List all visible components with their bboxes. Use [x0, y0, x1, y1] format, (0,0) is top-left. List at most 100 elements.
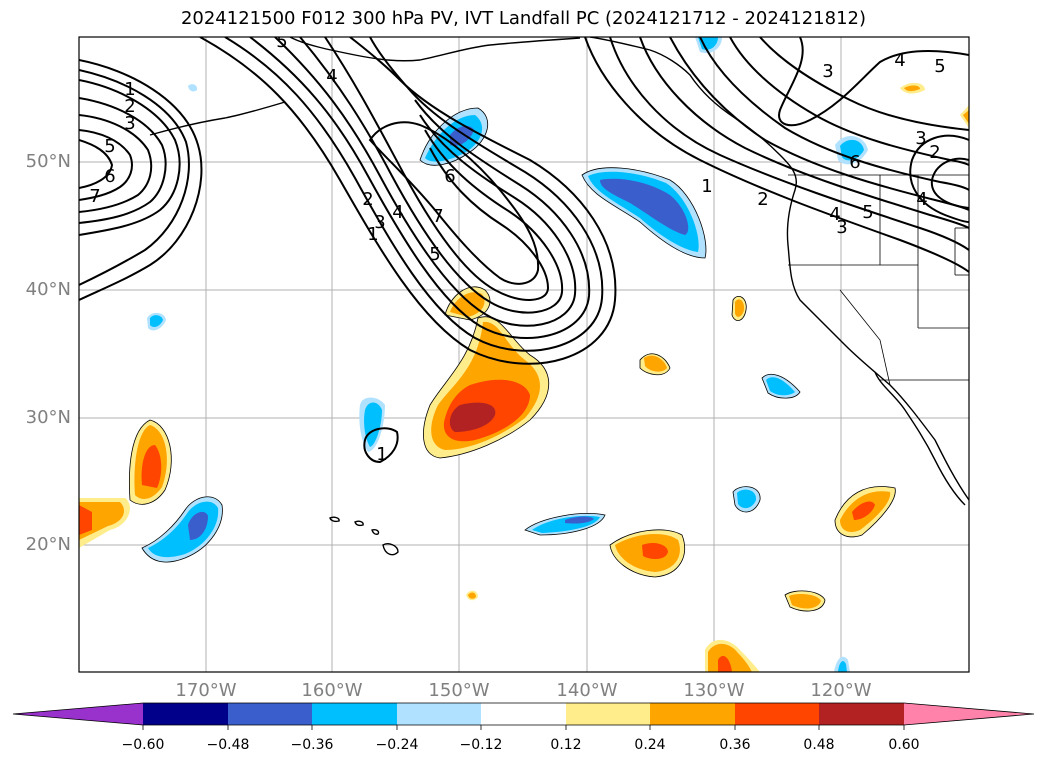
pv-contour-east-3: [639, 37, 969, 229]
contour-label: 2: [757, 189, 768, 210]
map-title: 2024121500 F012 300 hPa PV, IVT Landfall…: [180, 8, 867, 29]
lon-label-150w: 150°W: [428, 680, 490, 701]
colorbar-extend-low: [13, 703, 143, 725]
neg-anomaly-s15: [188, 84, 198, 92]
colorbar-swatch: [566, 703, 650, 725]
contour-label: 1: [701, 176, 712, 197]
contour-label: 6: [104, 166, 115, 187]
hawaii-4: [371, 529, 380, 535]
colorbar: [12, 702, 1035, 730]
colorbar-swatch: [819, 703, 904, 725]
neg-anomaly-mid2-inner: [565, 516, 594, 524]
contour-labels: 1 2 3 5 6 7 5 4 3 7 6 5 4 2 1 1 2 3 4 5 …: [89, 31, 945, 465]
pv-contour-small: [363, 427, 399, 464]
pv-contour-west-3: [79, 114, 153, 213]
pos-anomaly-w2-inner: [79, 505, 92, 535]
contour-label: 1: [367, 224, 378, 245]
pv-contour-east-6: [729, 37, 969, 166]
contour-label: 3: [822, 61, 833, 82]
colorbar-tick-label: 0.12: [550, 737, 582, 753]
neg-anomaly-sw-inner: [188, 511, 208, 540]
colorbar-tick-label: −0.48: [206, 737, 250, 753]
lon-label-130w: 130°W: [683, 680, 745, 701]
contour-label: 5: [429, 244, 440, 265]
pv-contour-west-2: [79, 97, 167, 224]
pv-contour-west-6: [79, 129, 133, 201]
colorbar-swatch: [397, 703, 481, 725]
pv-contour-trough-4: [274, 37, 577, 327]
contour-label: 6: [444, 166, 455, 187]
baja-coast: [874, 371, 966, 506]
colorbar-tick-label: 0.24: [634, 737, 666, 753]
pv-contour-trough-6: [324, 37, 550, 301]
colorbar-tick-label: −0.36: [290, 737, 334, 753]
pos-anomaly-s9-mid: [963, 110, 969, 124]
colorbar-swatch: [228, 703, 312, 725]
contour-label: 5: [104, 136, 115, 157]
colorbar-swatch: [650, 703, 735, 725]
pos-anomaly-main-core: [449, 402, 496, 432]
neg-anomaly-s10-mid: [766, 377, 795, 396]
pv-contour-east-10: [930, 157, 969, 209]
pv-contour-trough-2: [224, 37, 604, 352]
pos-anomaly-s7-mid: [468, 592, 476, 599]
colorbar-swatch: [312, 703, 397, 725]
pv-contour-trough-1: [199, 37, 617, 365]
pv-contour-east-9: [909, 134, 969, 223]
colorbar-swatch: [481, 703, 566, 725]
pv-contour-trough-3: [249, 37, 591, 339]
pv-contour-trough-7: [368, 121, 540, 285]
pos-anomaly-s8-mid: [904, 85, 920, 92]
lon-label-170w: 170°W: [175, 680, 237, 701]
contour-label: 6: [849, 152, 860, 173]
pv-contour-east-5: [699, 37, 969, 191]
contour-label: 2: [929, 142, 940, 163]
contour-label: 4: [326, 66, 337, 87]
colorbar-tick-label: −0.60: [121, 737, 165, 753]
contour-label: 1: [376, 444, 387, 465]
aleutians: [149, 101, 286, 136]
pos-anomaly-s4-inner: [852, 501, 875, 520]
lon-label-120w: 120°W: [810, 680, 872, 701]
contour-label: 3: [374, 212, 385, 233]
colorbar-tick-label: 0.60: [888, 737, 920, 753]
border-state-8: [839, 289, 891, 386]
pv-contour-west-7: [79, 139, 114, 189]
neg-anomaly-s16-mid: [838, 661, 847, 672]
lat-label-20n: 20°N: [25, 534, 71, 555]
pos-anomaly-s2-mid: [644, 355, 667, 372]
colorbar-extend-high: [904, 703, 1034, 725]
contour-label: 3: [915, 128, 926, 149]
lat-label-50n: 50°N: [25, 151, 71, 172]
ivt-pc-fills: [79, 37, 969, 672]
pv-contour-west-4: [79, 59, 203, 301]
contour-label: 3: [836, 217, 847, 238]
contour-label: 3: [124, 113, 135, 134]
neg-anomaly-s14-mid: [698, 37, 718, 50]
pos-anomaly-s3-inner: [642, 542, 668, 560]
pv-contours: [79, 37, 969, 464]
north-america-coast: [589, 37, 969, 501]
contour-label: 5: [934, 56, 945, 77]
pv-contour-east-8: [778, 37, 969, 127]
neg-anomaly-s12-mid: [150, 315, 163, 328]
colorbar-swatch: [735, 703, 819, 725]
hawaii-3: [354, 520, 364, 527]
fill-outlines: [128, 107, 896, 612]
neg-anomaly-s11-mid: [737, 489, 757, 509]
contour-label: 1: [124, 79, 135, 100]
pv-contour-east-1: [584, 37, 969, 273]
contour-label: 4: [829, 204, 840, 225]
lon-label-140w: 140°W: [556, 680, 618, 701]
contour-label: 7: [89, 186, 100, 207]
contour-label: 5: [276, 31, 287, 52]
colorbar-tick-label: 0.48: [803, 737, 835, 753]
lon-label-160w: 160°W: [301, 680, 363, 701]
hawaii-2: [329, 516, 340, 523]
pos-anomaly-s5-mid: [789, 593, 821, 609]
pos-anomaly-w1-inner: [141, 445, 162, 488]
borders: [788, 174, 969, 386]
contour-label: 2: [124, 96, 135, 117]
neg-anomaly-east-inner: [600, 178, 689, 235]
colorbar-tick-label: 0.36: [719, 737, 751, 753]
